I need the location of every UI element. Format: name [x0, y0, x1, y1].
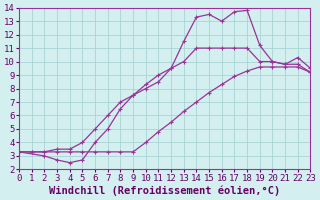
X-axis label: Windchill (Refroidissement éolien,°C): Windchill (Refroidissement éolien,°C)	[49, 185, 280, 196]
